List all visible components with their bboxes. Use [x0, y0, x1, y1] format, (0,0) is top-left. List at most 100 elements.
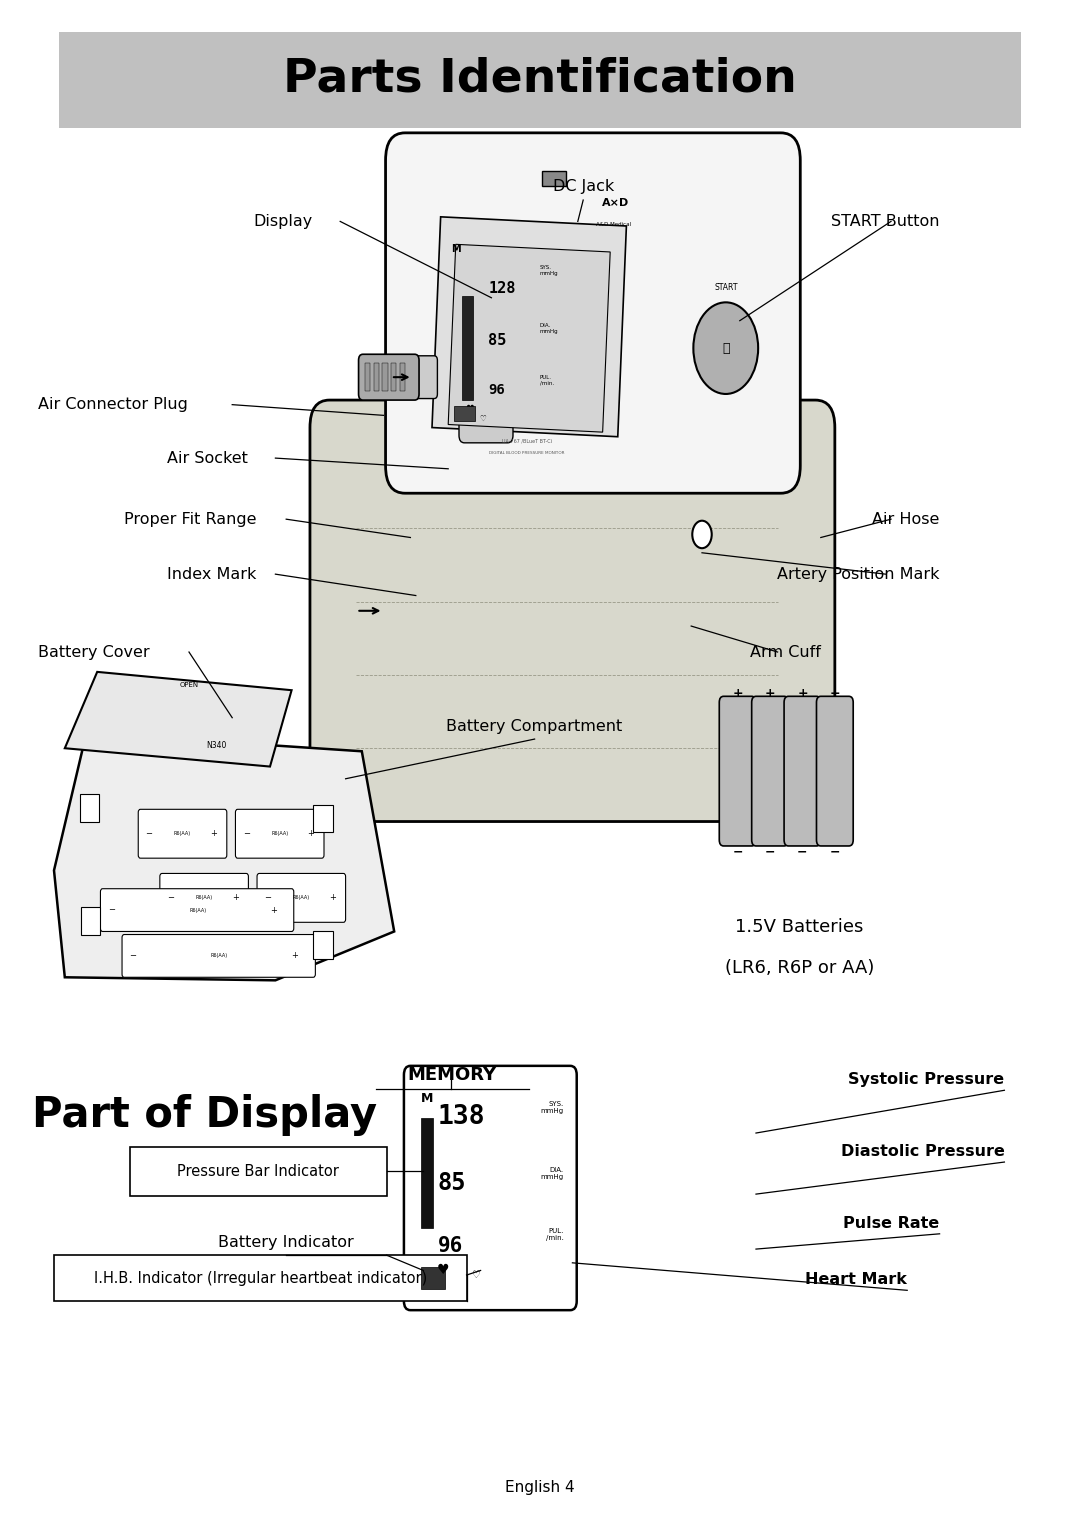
Text: +: +	[211, 829, 217, 838]
Text: DIA.
mmHg: DIA. mmHg	[541, 1167, 564, 1180]
Text: N340: N340	[206, 741, 226, 750]
Text: 96: 96	[488, 383, 505, 397]
Text: −: −	[146, 829, 152, 838]
Text: Pressure Bar Indicator: Pressure Bar Indicator	[177, 1164, 339, 1179]
Text: −: −	[167, 893, 174, 902]
FancyBboxPatch shape	[459, 379, 513, 443]
FancyBboxPatch shape	[784, 696, 821, 846]
Text: R6(AA): R6(AA)	[271, 831, 288, 837]
Text: ♥: ♥	[436, 1263, 449, 1277]
FancyBboxPatch shape	[386, 133, 800, 493]
Text: +: +	[308, 829, 314, 838]
FancyBboxPatch shape	[542, 171, 566, 186]
Text: Diastolic Pressure: Diastolic Pressure	[840, 1144, 1004, 1159]
Text: Part of Display: Part of Display	[32, 1093, 378, 1136]
FancyBboxPatch shape	[409, 356, 437, 399]
Text: PUL.
/min.: PUL. /min.	[540, 376, 554, 386]
FancyBboxPatch shape	[138, 809, 227, 858]
FancyBboxPatch shape	[59, 32, 1021, 128]
Text: +: +	[829, 687, 840, 699]
Text: DIGITAL BLOOD PRESSURE MONITOR: DIGITAL BLOOD PRESSURE MONITOR	[489, 450, 565, 455]
Text: 128: 128	[488, 281, 515, 296]
Text: Heart Mark: Heart Mark	[806, 1272, 907, 1287]
Text: UA-767 /BLueT BT-Ci: UA-767 /BLueT BT-Ci	[502, 438, 552, 444]
FancyBboxPatch shape	[54, 1255, 467, 1301]
Text: ♥: ♥	[465, 405, 474, 414]
Text: R6(AA): R6(AA)	[174, 831, 191, 837]
Polygon shape	[432, 217, 626, 437]
Text: −: −	[265, 893, 271, 902]
Text: Battery Indicator: Battery Indicator	[218, 1235, 354, 1251]
Text: 138: 138	[437, 1104, 485, 1130]
FancyBboxPatch shape	[391, 363, 396, 391]
FancyBboxPatch shape	[235, 809, 324, 858]
Text: M: M	[451, 244, 461, 253]
FancyBboxPatch shape	[462, 296, 473, 400]
FancyBboxPatch shape	[382, 363, 388, 391]
Text: START Button: START Button	[832, 214, 940, 229]
FancyBboxPatch shape	[365, 363, 370, 391]
Text: Air Hose: Air Hose	[873, 512, 940, 527]
Circle shape	[692, 521, 712, 548]
Text: +: +	[232, 893, 239, 902]
FancyBboxPatch shape	[404, 1066, 577, 1310]
Text: ♡: ♡	[471, 1270, 480, 1280]
Circle shape	[693, 302, 758, 394]
Text: R6(AA): R6(AA)	[195, 895, 213, 901]
Polygon shape	[54, 733, 394, 980]
Text: I.H.B. Indicator (Irregular heartbeat indicator): I.H.B. Indicator (Irregular heartbeat in…	[94, 1270, 427, 1286]
Text: Index Mark: Index Mark	[167, 567, 257, 582]
FancyBboxPatch shape	[122, 935, 315, 977]
FancyBboxPatch shape	[310, 400, 835, 822]
Text: Systolic Pressure: Systolic Pressure	[848, 1072, 1004, 1087]
Text: MEMORY: MEMORY	[407, 1066, 496, 1084]
Text: Battery Compartment: Battery Compartment	[446, 719, 623, 734]
Text: R6(AA): R6(AA)	[189, 907, 206, 913]
Text: Artery Position Mark: Artery Position Mark	[778, 567, 940, 582]
FancyBboxPatch shape	[400, 363, 405, 391]
FancyBboxPatch shape	[313, 931, 333, 959]
Text: −: −	[765, 846, 775, 858]
Text: 96: 96	[437, 1237, 462, 1257]
Text: Battery Cover: Battery Cover	[38, 644, 149, 660]
Text: A&D Medical: A&D Medical	[596, 221, 631, 228]
Text: −: −	[108, 906, 114, 915]
Text: SYS.
mmHg: SYS. mmHg	[541, 1101, 564, 1115]
Text: −: −	[797, 846, 808, 858]
FancyBboxPatch shape	[130, 1147, 387, 1196]
FancyBboxPatch shape	[257, 873, 346, 922]
FancyBboxPatch shape	[100, 889, 294, 931]
Polygon shape	[405, 168, 788, 476]
FancyBboxPatch shape	[421, 1118, 433, 1228]
Text: DC Jack: DC Jack	[553, 179, 613, 194]
Text: (LR6, R6P or AA): (LR6, R6P or AA)	[725, 959, 874, 977]
Text: 85: 85	[437, 1171, 465, 1194]
Text: DIA.
mmHg: DIA. mmHg	[540, 324, 558, 334]
Text: M: M	[421, 1092, 433, 1106]
Text: Display: Display	[254, 214, 313, 229]
Text: Air Socket: Air Socket	[167, 450, 248, 466]
Text: START: START	[714, 282, 738, 292]
Text: +: +	[292, 951, 298, 960]
FancyBboxPatch shape	[421, 1267, 445, 1289]
Text: R6(AA): R6(AA)	[211, 953, 228, 959]
FancyBboxPatch shape	[80, 794, 99, 822]
Text: 85: 85	[488, 333, 507, 348]
Text: −: −	[829, 846, 840, 858]
Text: −: −	[732, 846, 743, 858]
Text: OPEN: OPEN	[179, 683, 199, 689]
Polygon shape	[448, 244, 610, 432]
Text: SYS.
mmHg: SYS. mmHg	[540, 266, 558, 276]
Text: −: −	[243, 829, 249, 838]
FancyBboxPatch shape	[719, 696, 756, 846]
FancyBboxPatch shape	[81, 907, 100, 935]
FancyBboxPatch shape	[752, 696, 788, 846]
Text: R6(AA): R6(AA)	[293, 895, 310, 901]
FancyBboxPatch shape	[816, 696, 853, 846]
Text: +: +	[797, 687, 808, 699]
Text: PUL.
/min.: PUL. /min.	[545, 1228, 564, 1241]
Polygon shape	[65, 672, 292, 767]
Text: ♡: ♡	[480, 414, 486, 423]
Text: ⏻: ⏻	[723, 342, 729, 354]
Text: Air Connector Plug: Air Connector Plug	[38, 397, 188, 412]
